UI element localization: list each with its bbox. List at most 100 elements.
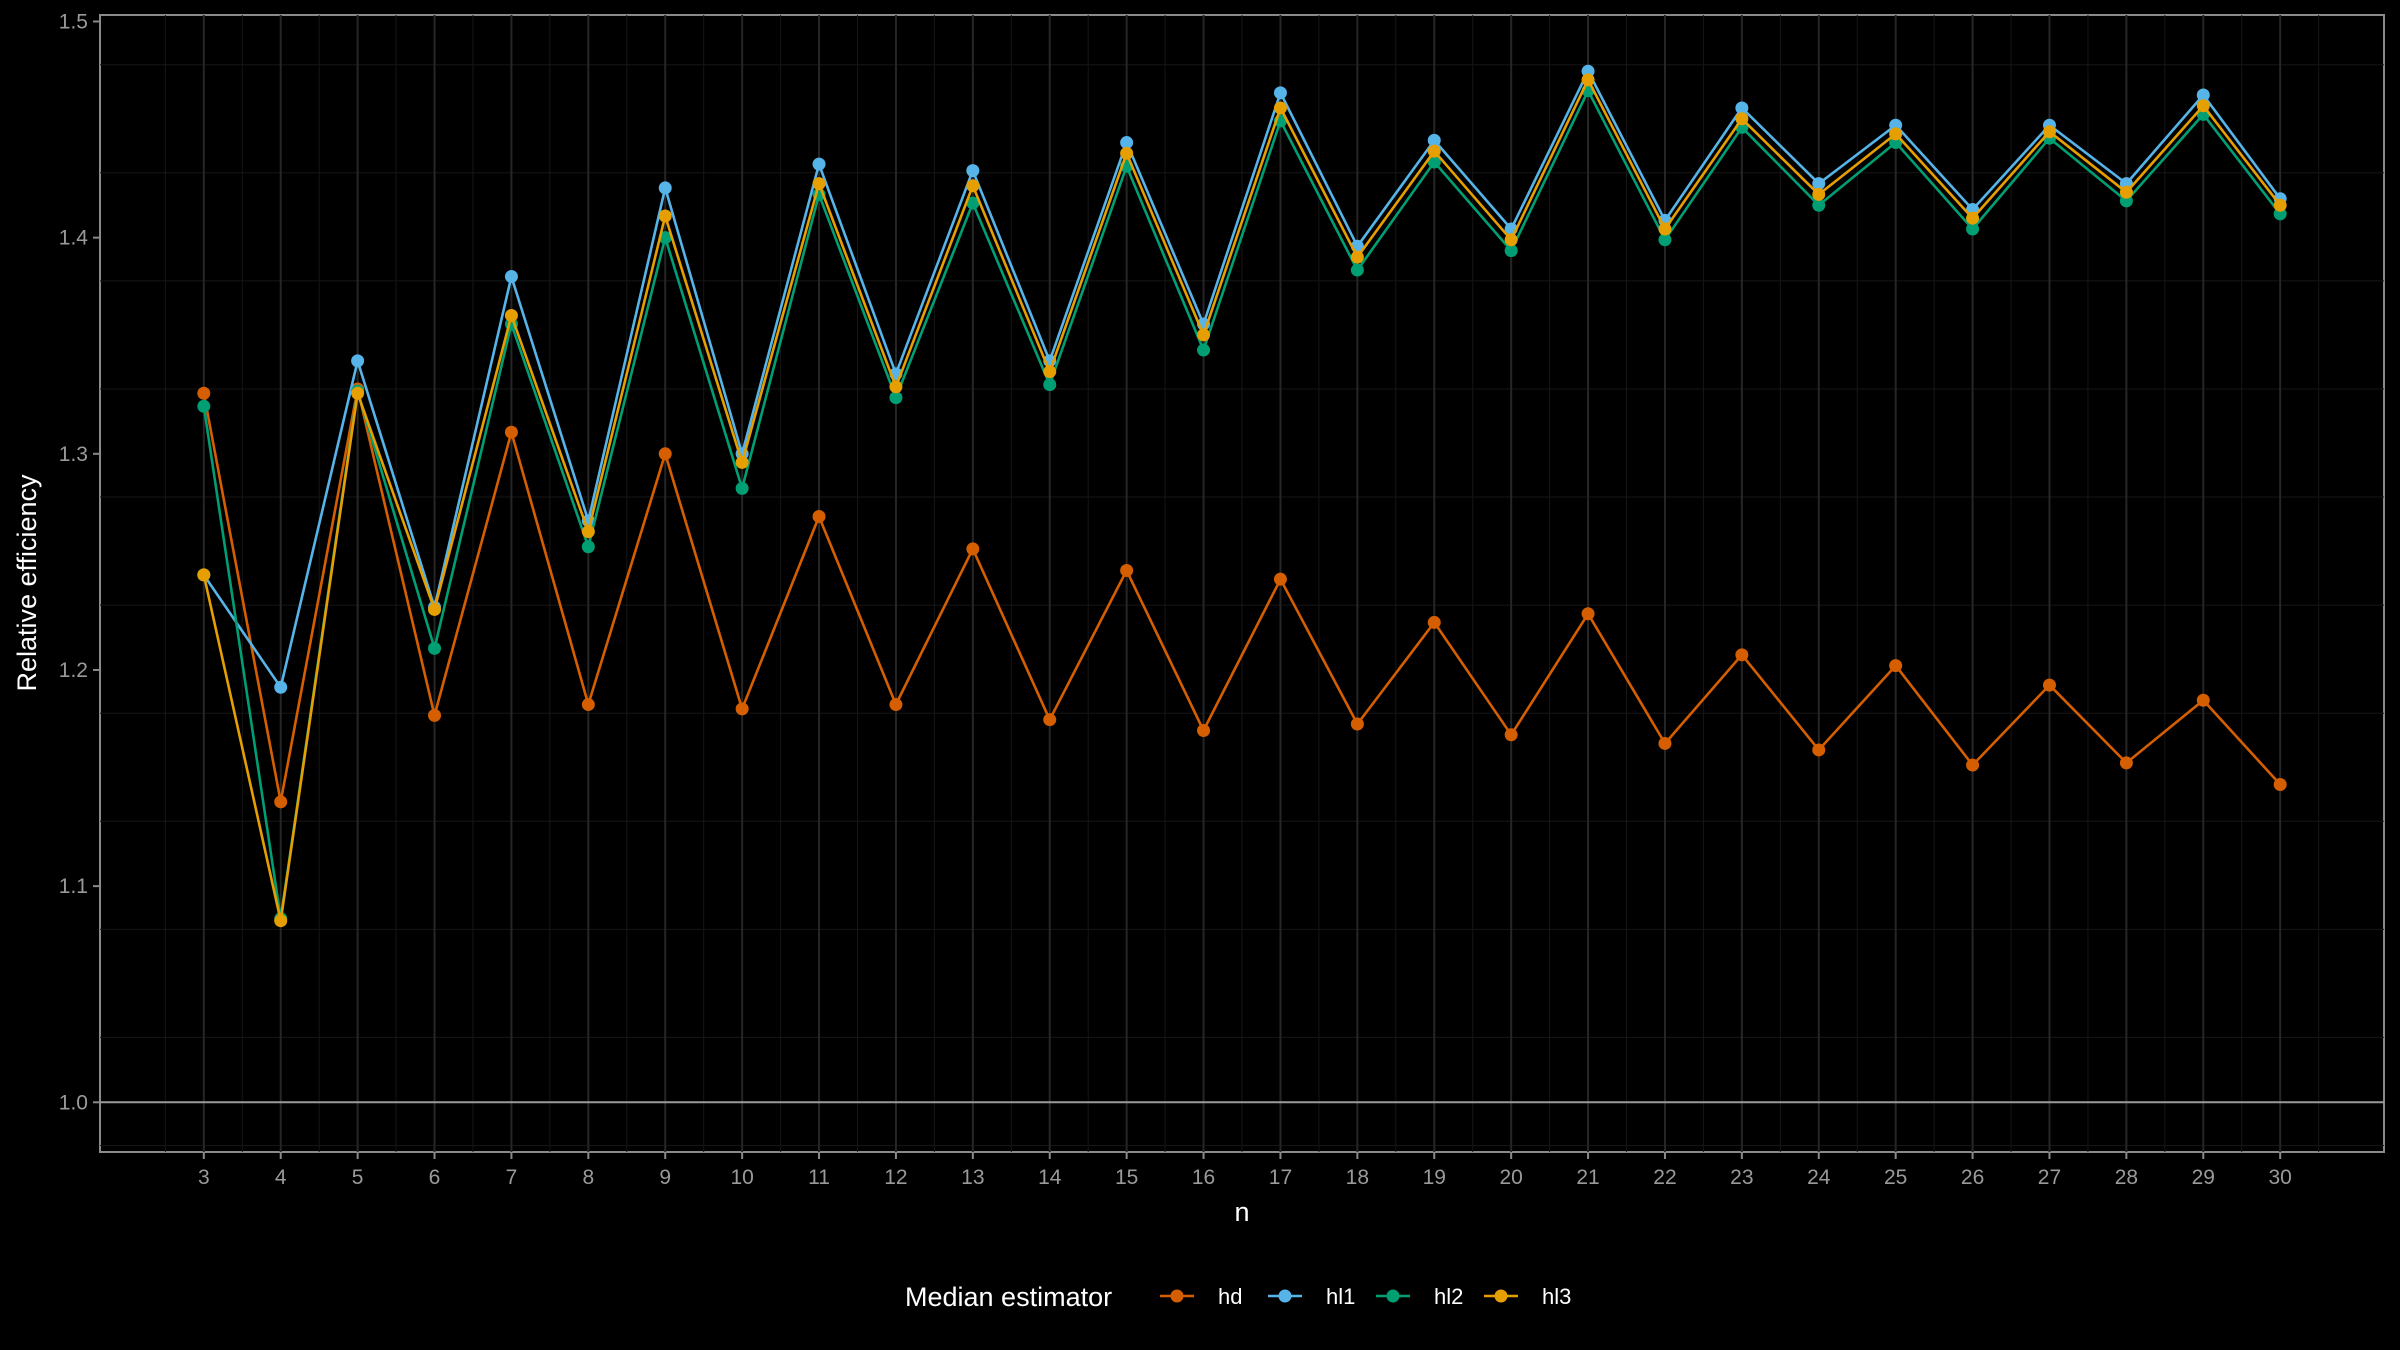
axes: 1.0 1.1 1.2 1.3 1.4 1.5 3 4 5 6 7 8 9 10 11 12 13 14 15 16 1… xyxy=(59,10,2292,1189)
data-point-hl2 xyxy=(581,540,595,554)
data-point-hl3 xyxy=(1658,222,1672,236)
x-tick-label: 7 xyxy=(506,1166,518,1189)
x-tick-label: 21 xyxy=(1576,1166,1599,1189)
data-point-hl3 xyxy=(1966,211,1980,225)
x-tick-label: 26 xyxy=(1961,1166,1984,1189)
x-tick-label: 11 xyxy=(808,1166,830,1189)
x-tick-label: 3 xyxy=(198,1166,210,1189)
data-point-hd xyxy=(658,447,672,461)
data-point-hd xyxy=(2119,756,2133,770)
data-point-hd xyxy=(812,509,826,523)
x-tick-label: 13 xyxy=(961,1166,984,1189)
series-line-hl2 xyxy=(202,89,2282,920)
y-tick-label: 1.2 xyxy=(59,659,88,682)
data-point-hl3 xyxy=(1889,127,1903,141)
legend-label-hl3: hl3 xyxy=(1542,1284,1571,1309)
data-point-hl3 xyxy=(1812,187,1826,201)
grid-lines xyxy=(100,15,2384,1152)
data-point-hl3 xyxy=(1273,101,1287,115)
x-tick-label: 17 xyxy=(1269,1166,1292,1189)
data-point-hl3 xyxy=(581,525,595,539)
x-tick-label: 10 xyxy=(730,1166,753,1189)
x-tick-label: 28 xyxy=(2115,1166,2138,1189)
x-tick-label: 4 xyxy=(275,1166,287,1189)
data-point-hd xyxy=(2042,678,2056,692)
data-point-hl1 xyxy=(812,157,826,171)
data-point-hl3 xyxy=(966,179,980,193)
data-point-hl2 xyxy=(1427,155,1441,169)
legend-key-point xyxy=(1386,1289,1400,1303)
data-point-hl3 xyxy=(1581,73,1595,87)
series-layer xyxy=(197,64,2287,928)
data-point-hl2 xyxy=(1504,244,1518,258)
legend-key-point xyxy=(1170,1289,1184,1303)
data-point-hl3 xyxy=(274,914,288,928)
data-point-hl3 xyxy=(1350,250,1364,264)
x-tick-label: 30 xyxy=(2269,1166,2292,1189)
x-tick-label: 20 xyxy=(1499,1166,1522,1189)
legend-item-hl2: hl2 xyxy=(1376,1284,1463,1309)
x-tick-label: 23 xyxy=(1730,1166,1753,1189)
data-point-hl2 xyxy=(197,399,211,413)
data-point-hd xyxy=(504,425,518,439)
data-point-hl3 xyxy=(1427,144,1441,158)
data-point-hl3 xyxy=(1735,112,1749,126)
x-tick-label: 16 xyxy=(1192,1166,1215,1189)
data-point-hd xyxy=(1350,717,1364,731)
data-point-hd xyxy=(1812,743,1826,757)
x-tick-label: 15 xyxy=(1115,1166,1138,1189)
data-point-hl1 xyxy=(1120,136,1134,150)
y-axis-title: Relative efficiency xyxy=(12,474,42,692)
data-point-hl2 xyxy=(889,391,903,405)
data-point-hl3 xyxy=(197,568,211,582)
series-line-hl3 xyxy=(202,78,2282,923)
y-tick-label: 1.0 xyxy=(59,1091,88,1114)
data-point-hl3 xyxy=(812,177,826,191)
data-point-hl3 xyxy=(2119,185,2133,199)
series-line-hd xyxy=(202,387,2282,804)
data-point-hd xyxy=(889,698,903,712)
data-point-hl1 xyxy=(658,181,672,195)
x-tick-label: 9 xyxy=(659,1166,671,1189)
series-hl3 xyxy=(197,73,2287,928)
series-hd xyxy=(197,382,2287,809)
data-point-hd xyxy=(428,708,442,722)
data-point-hd xyxy=(735,702,749,716)
data-point-hl3 xyxy=(735,455,749,469)
data-point-hl3 xyxy=(658,209,672,223)
data-point-hl1 xyxy=(2196,88,2210,102)
data-point-hd xyxy=(2196,693,2210,707)
data-point-hl1 xyxy=(351,354,365,368)
data-point-hd xyxy=(1120,564,1134,578)
data-point-hd xyxy=(1735,648,1749,662)
x-tick-label: 5 xyxy=(352,1166,364,1189)
legend-label-hl1: hl1 xyxy=(1326,1284,1355,1309)
data-point-hl3 xyxy=(2196,99,2210,113)
data-point-hd xyxy=(1889,659,1903,673)
data-point-hl3 xyxy=(428,602,442,616)
data-point-hd xyxy=(966,542,980,556)
x-axis-title: n xyxy=(1234,1197,1249,1227)
data-point-hl3 xyxy=(1504,233,1518,247)
legend-item-hl3: hl3 xyxy=(1484,1284,1571,1309)
data-point-hl1 xyxy=(1735,101,1749,115)
legend-label-hl2: hl2 xyxy=(1434,1284,1463,1309)
legend: Median estimator hd hl1 hl2 hl3 xyxy=(905,1282,1571,1312)
x-tick-label: 18 xyxy=(1346,1166,1369,1189)
data-point-hl1 xyxy=(966,164,980,178)
data-point-hl2 xyxy=(1966,222,1980,236)
data-point-hl2 xyxy=(428,641,442,655)
data-point-hl2 xyxy=(1658,233,1672,247)
legend-label-hd: hd xyxy=(1218,1284,1242,1309)
data-point-hd xyxy=(581,698,595,712)
data-point-hl2 xyxy=(1350,263,1364,277)
x-tick-label: 25 xyxy=(1884,1166,1907,1189)
data-point-hl1 xyxy=(274,680,288,694)
data-point-hl2 xyxy=(1043,378,1057,392)
legend-items: hd hl1 hl2 hl3 xyxy=(1160,1284,1571,1309)
data-point-hl3 xyxy=(1120,146,1134,160)
y-tick-label: 1.4 xyxy=(59,227,89,250)
data-point-hl3 xyxy=(2042,125,2056,139)
data-point-hl3 xyxy=(889,380,903,394)
